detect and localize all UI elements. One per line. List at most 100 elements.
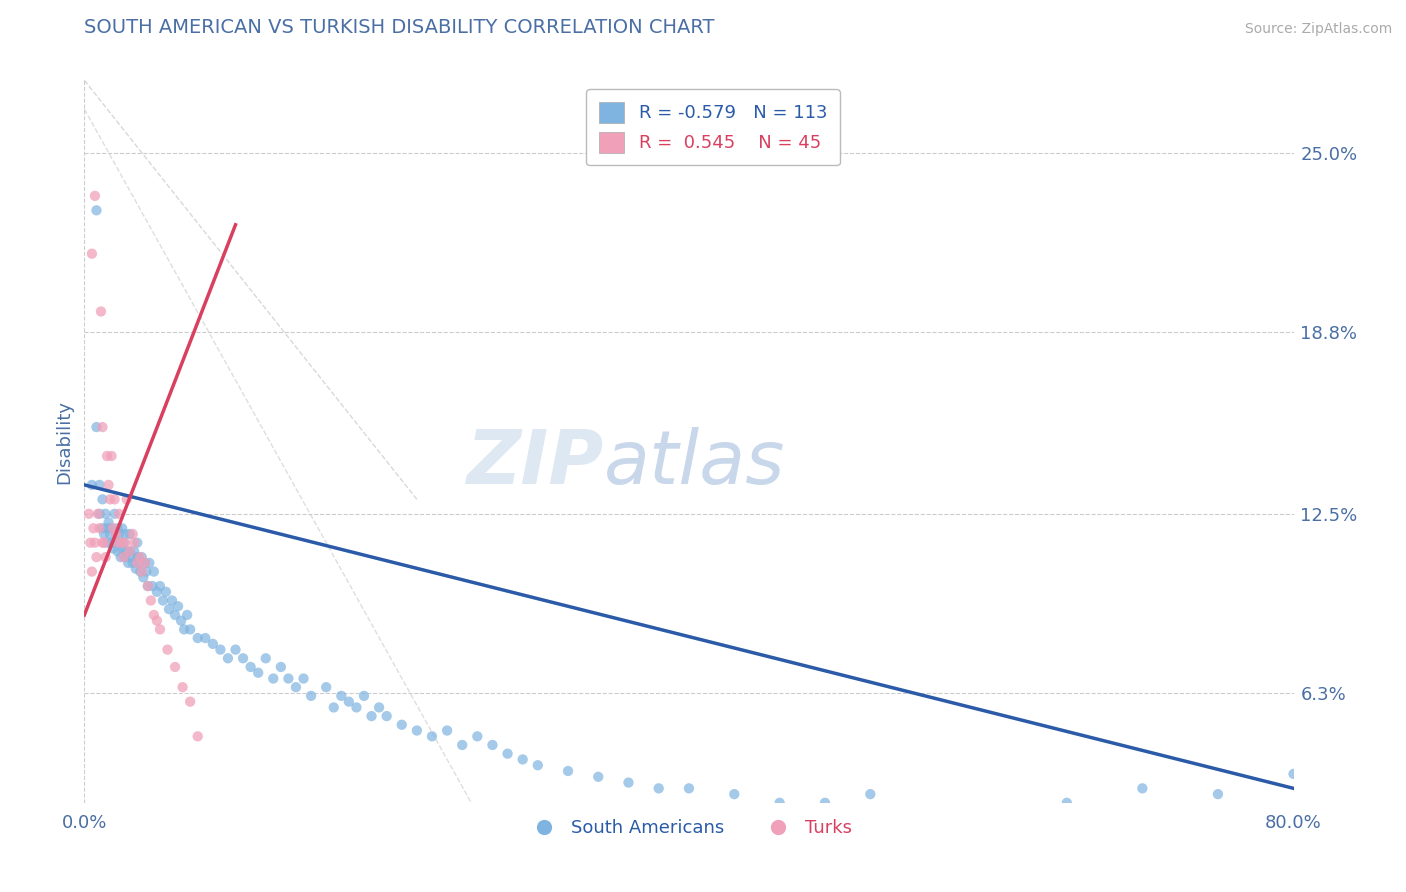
Point: [134, 556, 156, 570]
Text: Source: ZipAtlas.com: Source: ZipAtlas.com: [1244, 22, 1392, 37]
Point: [91, 420, 114, 434]
Point: [89, 521, 111, 535]
Point: [91, 492, 114, 507]
Point: [141, 579, 163, 593]
Point: [920, 805, 942, 819]
Point: [187, 631, 209, 645]
Point: [112, 535, 135, 549]
Point: [114, 527, 136, 541]
Point: [87, 507, 110, 521]
Point: [80, 246, 103, 260]
Point: [84, 535, 107, 549]
Point: [104, 492, 127, 507]
Point: [322, 700, 344, 714]
Point: [89, 478, 111, 492]
Point: [152, 593, 174, 607]
Point: [217, 651, 239, 665]
Point: [108, 535, 131, 549]
Point: [111, 535, 134, 549]
Point: [136, 579, 159, 593]
Point: [157, 602, 180, 616]
Point: [375, 709, 398, 723]
Point: [346, 700, 368, 714]
Point: [155, 584, 177, 599]
Point: [121, 527, 143, 541]
Point: [89, 507, 111, 521]
Point: [1130, 781, 1153, 796]
Point: [105, 527, 128, 541]
Point: [368, 700, 391, 714]
Point: [678, 781, 700, 796]
Point: [980, 805, 1002, 819]
Point: [142, 607, 165, 622]
Point: [86, 420, 108, 434]
Point: [179, 695, 201, 709]
Point: [90, 304, 112, 318]
Point: [194, 631, 217, 645]
Point: [451, 738, 474, 752]
Point: [527, 758, 550, 772]
Point: [108, 507, 131, 521]
Point: [107, 521, 129, 535]
Point: [270, 660, 292, 674]
Point: [436, 723, 458, 738]
Point: [723, 787, 745, 801]
Legend: South Americans, Turks: South Americans, Turks: [519, 812, 859, 845]
Point: [125, 562, 148, 576]
Point: [128, 556, 150, 570]
Point: [97, 478, 120, 492]
Text: ZIP: ZIP: [467, 426, 605, 500]
Point: [299, 689, 322, 703]
Point: [121, 556, 143, 570]
Point: [98, 527, 121, 541]
Point: [512, 752, 534, 766]
Point: [617, 775, 640, 789]
Point: [292, 672, 315, 686]
Point: [77, 507, 100, 521]
Point: [247, 665, 270, 680]
Point: [285, 680, 308, 694]
Point: [120, 550, 142, 565]
Point: [139, 593, 162, 607]
Point: [96, 449, 118, 463]
Point: [588, 770, 610, 784]
Point: [146, 614, 169, 628]
Point: [262, 672, 284, 686]
Point: [80, 478, 103, 492]
Point: [110, 550, 132, 565]
Point: [115, 544, 138, 558]
Point: [149, 579, 172, 593]
Point: [127, 550, 149, 565]
Point: [94, 550, 117, 565]
Point: [132, 570, 155, 584]
Point: [129, 550, 152, 565]
Point: [107, 544, 129, 558]
Point: [122, 544, 145, 558]
Point: [165, 607, 187, 622]
Point: [131, 550, 153, 565]
Point: [127, 535, 149, 549]
Point: [769, 796, 792, 810]
Point: [187, 729, 209, 743]
Point: [277, 672, 299, 686]
Point: [859, 787, 882, 801]
Point: [173, 623, 195, 637]
Point: [156, 642, 179, 657]
Point: [179, 623, 201, 637]
Point: [467, 729, 489, 743]
Point: [131, 565, 153, 579]
Point: [337, 695, 360, 709]
Point: [91, 535, 114, 549]
Point: [111, 521, 134, 535]
Point: [93, 535, 115, 549]
Point: [360, 709, 382, 723]
Point: [353, 689, 375, 703]
Point: [122, 535, 145, 549]
Point: [82, 521, 104, 535]
Point: [239, 660, 262, 674]
Point: [114, 550, 136, 565]
Point: [149, 623, 172, 637]
Point: [201, 637, 224, 651]
Point: [391, 718, 413, 732]
Point: [105, 527, 128, 541]
